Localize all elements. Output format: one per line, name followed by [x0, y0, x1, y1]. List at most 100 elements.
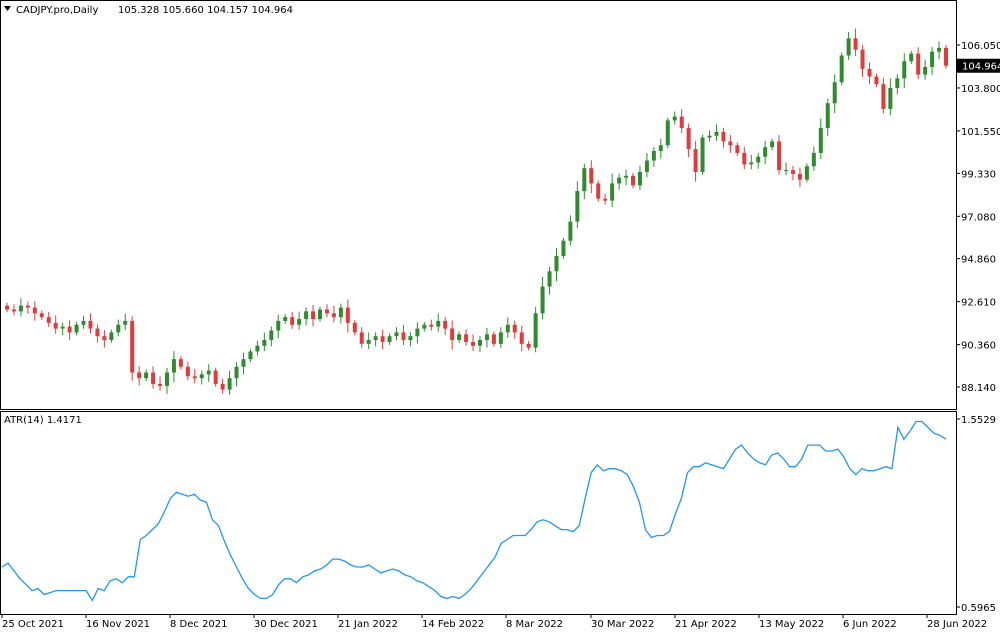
candle-body-bear	[728, 141, 733, 146]
dropdown-triangle-icon[interactable]	[4, 6, 11, 11]
candle-body-bear	[192, 376, 197, 379]
candle-body-bull	[707, 135, 712, 138]
candle-body-bear	[380, 336, 385, 342]
candle-body-bear	[32, 307, 37, 314]
candle-body-bear	[324, 309, 329, 314]
candle-body-bull	[714, 131, 719, 136]
candle-body-bull	[818, 128, 823, 153]
date-tick-label: 21 Jan 2022	[338, 619, 398, 630]
candle-body-bull	[624, 175, 629, 178]
candle-body-bear	[631, 175, 635, 186]
candle-body-bull	[18, 305, 23, 312]
current-price-tag-bg	[957, 58, 1000, 73]
price-tick-label: 106.050	[961, 41, 1000, 52]
candle-body-bear	[596, 183, 601, 199]
date-tick-label: 21 Apr 2022	[675, 619, 737, 630]
candle-body-bull	[234, 366, 239, 379]
candle-body-bull	[248, 351, 253, 360]
candle-body-bear	[603, 198, 608, 201]
candle-body-bull	[408, 336, 413, 341]
candle-body-bull	[930, 51, 935, 67]
atr-axis: 1.5529 0.5965	[956, 415, 996, 614]
atr-panel-frame	[0, 411, 957, 615]
candle-body-bull	[505, 324, 510, 333]
candle-body-bear	[860, 49, 865, 69]
candle-body-bear	[777, 141, 782, 171]
candle-body-bear	[464, 334, 469, 342]
candle-body-bull	[756, 156, 761, 163]
candle-body-bear	[158, 383, 163, 386]
candle-body-bull	[561, 240, 566, 257]
candle-body-bull	[540, 286, 545, 314]
current-price-label: 104.964	[962, 62, 1000, 73]
candle-body-bull	[651, 150, 656, 161]
candle-body-bear	[290, 317, 295, 325]
price-tick-label: 97.080	[961, 212, 996, 223]
current-price-tag: 104.964	[957, 58, 1000, 73]
candle-body-bear	[797, 173, 802, 180]
candle-body-bull	[304, 311, 309, 320]
candle-body-bear	[102, 336, 107, 341]
candle-body-bear	[526, 343, 531, 348]
candle-body-bull	[422, 324, 427, 329]
candle-body-bull	[123, 320, 128, 325]
candle-body-bull	[283, 317, 288, 321]
candle-body-bull	[547, 271, 552, 287]
candle-body-bull	[665, 120, 670, 146]
candle-body-bull	[164, 372, 169, 386]
candle-body-bull	[484, 334, 489, 341]
candle-body-bull	[825, 103, 830, 129]
candle-body-bear	[874, 76, 879, 85]
price-tick-label: 94.860	[961, 255, 996, 266]
candle-body-bear	[130, 320, 135, 373]
candle-body-bull	[498, 332, 503, 344]
candle-body-bull	[839, 55, 844, 83]
candle-body-bull	[888, 87, 893, 109]
candle-body-bull	[262, 340, 267, 346]
candle-body-bull	[923, 66, 928, 75]
candle-body-bull	[81, 320, 86, 325]
candle-body-bear	[220, 383, 225, 390]
date-axis: 25 Oct 2021 16 Nov 2021 8 Dec 2021 30 Dec 2…	[1, 614, 987, 630]
candle-body-bear	[686, 128, 691, 150]
price-tick-label: 99.330	[961, 169, 996, 180]
candle-body-bull	[658, 145, 663, 151]
candle-body-bull	[241, 359, 246, 367]
atr-line-series	[1, 420, 947, 602]
candle-body-bull	[568, 221, 573, 241]
candle-body-bull	[895, 78, 900, 88]
candle-body-bear	[185, 366, 190, 377]
date-tick-label: 30 Dec 2021	[254, 619, 318, 630]
candle-body-bear	[944, 47, 948, 66]
date-tick-label: 13 May 2022	[759, 619, 824, 630]
candle-body-bear	[443, 320, 448, 329]
candle-body-bull	[770, 141, 775, 148]
candle-body-bear	[352, 322, 357, 333]
candle-body-bear	[679, 116, 684, 129]
candle-body-bull	[700, 137, 705, 172]
candle-body-bull	[338, 307, 343, 318]
candle-body-bull	[436, 320, 441, 327]
candle-body-bull	[297, 319, 302, 325]
candle-body-bull	[554, 256, 559, 272]
atr-line	[1, 420, 947, 602]
candle-body-bear	[790, 170, 795, 174]
candle-body-bull	[937, 47, 942, 52]
candle-body-bull	[373, 336, 378, 341]
candle-body-bull	[199, 374, 204, 379]
candle-body-bear	[512, 324, 517, 333]
price-axis: 106.050 103.800 101.550 99.330 97.080 94.860 9…	[956, 41, 1000, 394]
date-tick-label: 28 Jun 2022	[927, 619, 987, 630]
candle-body-bull	[171, 359, 176, 373]
candle-body-bear	[137, 372, 142, 379]
candle-body-bull	[672, 116, 677, 121]
candle-body-bear	[853, 38, 858, 50]
candle-body-bear	[359, 332, 364, 344]
candle-body-bear	[450, 328, 455, 341]
candle-body-bear	[46, 317, 51, 323]
candle-body-bear	[88, 320, 93, 329]
candle-body-bear	[5, 305, 9, 310]
candle-body-bull	[610, 183, 615, 201]
